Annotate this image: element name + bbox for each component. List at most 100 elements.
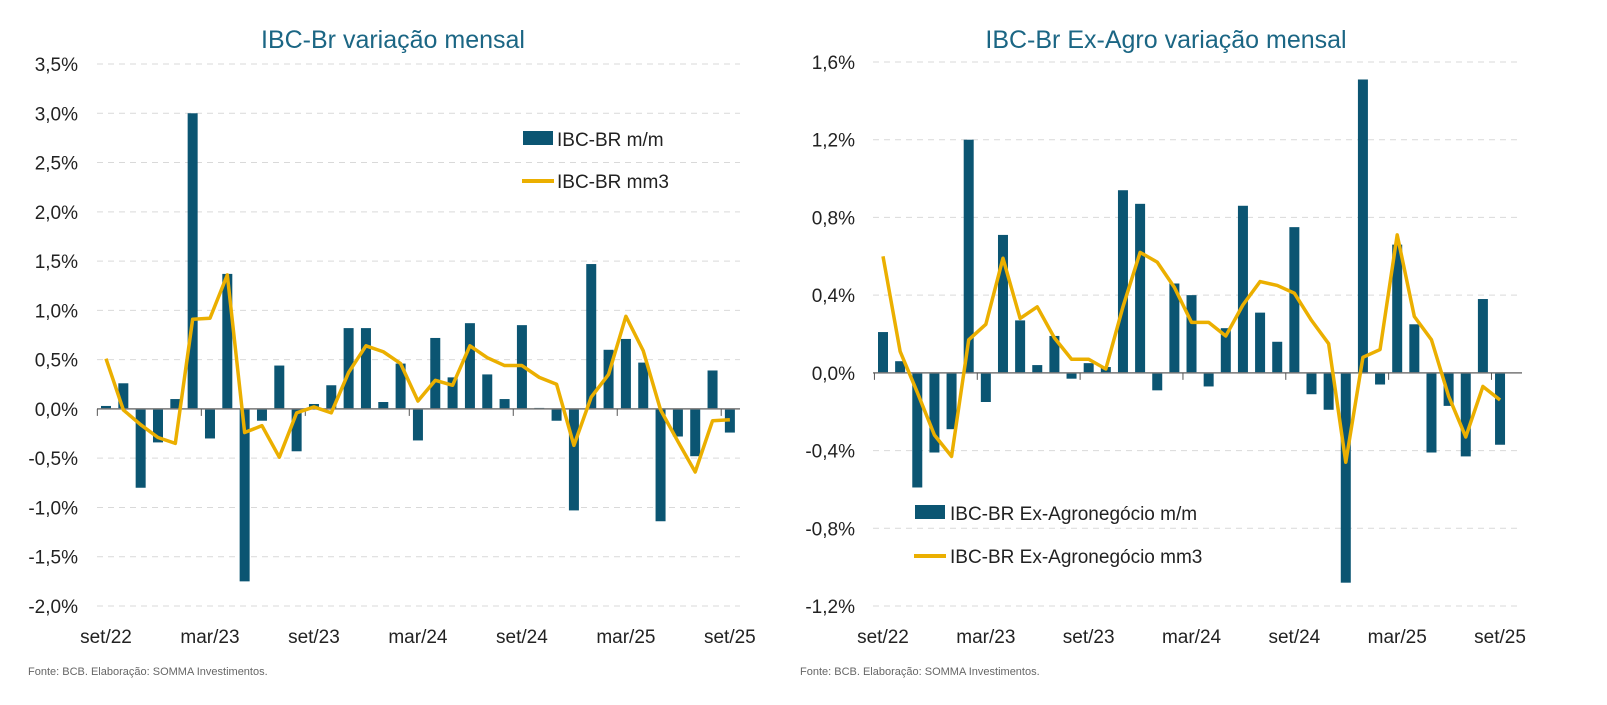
chart-title: IBC-Br Ex-Agro variação mensal bbox=[985, 26, 1346, 54]
bar bbox=[1460, 372, 1471, 457]
bar bbox=[895, 361, 906, 373]
bar bbox=[672, 408, 683, 437]
legend-label-line: IBC-BR Ex-Agronegócio mm3 bbox=[950, 547, 1202, 568]
bar bbox=[1443, 372, 1454, 406]
bar-series bbox=[878, 79, 1506, 583]
line-series bbox=[104, 273, 730, 474]
bar bbox=[239, 408, 250, 582]
bar bbox=[395, 363, 406, 409]
bar bbox=[343, 328, 354, 409]
bar bbox=[1306, 372, 1317, 395]
bar bbox=[1323, 372, 1334, 410]
bar bbox=[878, 332, 888, 373]
bar bbox=[326, 385, 337, 409]
x-tick-label: set/24 bbox=[496, 627, 548, 648]
x-tick-label: set/23 bbox=[1063, 627, 1115, 648]
x-tick-label: mar/24 bbox=[388, 627, 448, 648]
bar bbox=[1169, 283, 1180, 373]
bar bbox=[204, 408, 215, 439]
bar bbox=[1375, 372, 1386, 385]
legend: IBC-BR m/m IBC-BR mm3 bbox=[522, 130, 669, 193]
bar bbox=[412, 408, 423, 441]
bar bbox=[1117, 190, 1128, 373]
bar bbox=[1152, 372, 1163, 391]
bar bbox=[1255, 312, 1266, 373]
chart-ibc-br: IBC-Br variação mensal IBC-BR m/m IBC-BR… bbox=[28, 26, 756, 678]
x-tick-label: set/24 bbox=[1268, 627, 1320, 648]
bar bbox=[1495, 372, 1506, 445]
y-tick-label: 1,0% bbox=[35, 301, 78, 322]
bar bbox=[1357, 79, 1368, 373]
x-tick-label: mar/23 bbox=[180, 627, 239, 648]
y-tick-label: -0,8% bbox=[805, 519, 855, 540]
legend-label-bar: IBC-BR Ex-Agronegócio m/m bbox=[950, 504, 1197, 525]
x-tick-label: mar/24 bbox=[1162, 627, 1222, 648]
x-tick-label: mar/25 bbox=[596, 627, 655, 648]
y-tick-label: 2,5% bbox=[35, 154, 78, 175]
legend-label-line: IBC-BR mm3 bbox=[557, 172, 669, 193]
y-tick-label: 1,6% bbox=[812, 53, 855, 74]
bar bbox=[274, 365, 285, 409]
x-tick-label: set/25 bbox=[704, 627, 756, 648]
bar bbox=[912, 372, 923, 488]
bar bbox=[997, 234, 1008, 373]
bar bbox=[464, 323, 475, 409]
bar bbox=[430, 337, 441, 409]
bar bbox=[929, 372, 940, 453]
chart-ibc-br-ex-agro: IBC-Br Ex-Agro variação mensal Fonte: BC… bbox=[800, 26, 1526, 678]
bar bbox=[1203, 372, 1214, 387]
bar bbox=[963, 139, 974, 373]
bar bbox=[1220, 328, 1231, 373]
bar bbox=[586, 264, 597, 409]
bar bbox=[256, 408, 267, 421]
y-tick-label: 2,0% bbox=[35, 203, 78, 224]
y-tick-label: 1,5% bbox=[35, 252, 78, 273]
bar bbox=[655, 408, 666, 522]
bar bbox=[620, 338, 631, 409]
y-tick-label: 0,8% bbox=[812, 208, 855, 229]
bar bbox=[568, 408, 579, 511]
bar bbox=[707, 370, 718, 409]
bar bbox=[603, 349, 614, 409]
y-tick-label: -1,0% bbox=[28, 498, 78, 519]
y-tick-label: -2,0% bbox=[28, 597, 78, 618]
x-tick-label: set/22 bbox=[857, 627, 909, 648]
bar bbox=[1186, 295, 1197, 373]
y-tick-label: 0,5% bbox=[35, 351, 78, 372]
bar bbox=[1049, 335, 1060, 373]
legend-label-bar: IBC-BR m/m bbox=[557, 130, 664, 151]
bar bbox=[690, 408, 701, 457]
bar bbox=[187, 113, 198, 409]
bar bbox=[1066, 372, 1077, 379]
bar bbox=[152, 408, 163, 443]
x-tick-label: mar/25 bbox=[1368, 627, 1427, 648]
bar bbox=[101, 405, 111, 409]
bar bbox=[1032, 365, 1043, 373]
bar bbox=[1477, 299, 1488, 373]
bar bbox=[378, 402, 389, 409]
y-tick-label: 3,5% bbox=[35, 55, 78, 76]
source-note: Fonte: BCB. Elaboração: SOMMA Investimen… bbox=[800, 666, 1040, 678]
x-tick-label: set/22 bbox=[80, 627, 132, 648]
bar bbox=[482, 374, 493, 409]
bar bbox=[1409, 324, 1420, 373]
bar bbox=[499, 399, 510, 409]
bar bbox=[1135, 203, 1146, 373]
x-tick-label: set/25 bbox=[1474, 627, 1526, 648]
y-tick-label: -1,5% bbox=[28, 548, 78, 569]
y-tick-label: 0,0% bbox=[35, 400, 78, 421]
chart-title: IBC-Br variação mensal bbox=[261, 26, 525, 54]
y-tick-label: 0,0% bbox=[812, 364, 855, 385]
y-tick-label: 0,4% bbox=[812, 286, 855, 307]
source-note: Fonte: BCB. Elaboração: SOMMA Investimen… bbox=[28, 666, 268, 678]
legend-bar-swatch bbox=[915, 505, 945, 519]
bar bbox=[118, 383, 129, 409]
x-tick-label: mar/23 bbox=[956, 627, 1015, 648]
y-tick-label: -0,5% bbox=[28, 449, 78, 470]
y-tick-label: -1,2% bbox=[805, 597, 855, 618]
legend-bar-swatch bbox=[523, 131, 553, 145]
gridlines bbox=[97, 63, 740, 607]
bar bbox=[1340, 372, 1351, 583]
bar bbox=[1015, 320, 1026, 373]
